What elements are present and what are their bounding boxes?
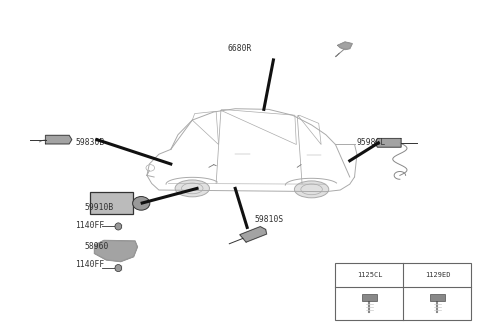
Polygon shape [95,240,137,261]
Ellipse shape [132,196,150,210]
Text: 1140FF: 1140FF [75,260,105,269]
Text: 59810S: 59810S [254,215,284,224]
Text: 1129ED: 1129ED [425,272,450,278]
FancyBboxPatch shape [430,294,444,301]
Polygon shape [338,42,352,50]
Ellipse shape [115,223,121,230]
FancyBboxPatch shape [90,192,132,215]
FancyBboxPatch shape [362,294,377,301]
Ellipse shape [175,180,209,197]
Text: 1125CL: 1125CL [357,272,382,278]
Text: 58960: 58960 [85,242,109,252]
Text: 59910B: 59910B [85,203,114,213]
Polygon shape [46,135,72,144]
Ellipse shape [294,181,329,198]
Text: 59830B: 59830B [75,138,105,147]
Polygon shape [375,138,401,147]
Text: 6680R: 6680R [228,44,252,53]
Text: 1140FF: 1140FF [75,221,105,230]
FancyBboxPatch shape [336,263,471,320]
Ellipse shape [115,264,121,272]
Text: 9598CL: 9598CL [357,138,386,147]
Polygon shape [240,227,266,242]
